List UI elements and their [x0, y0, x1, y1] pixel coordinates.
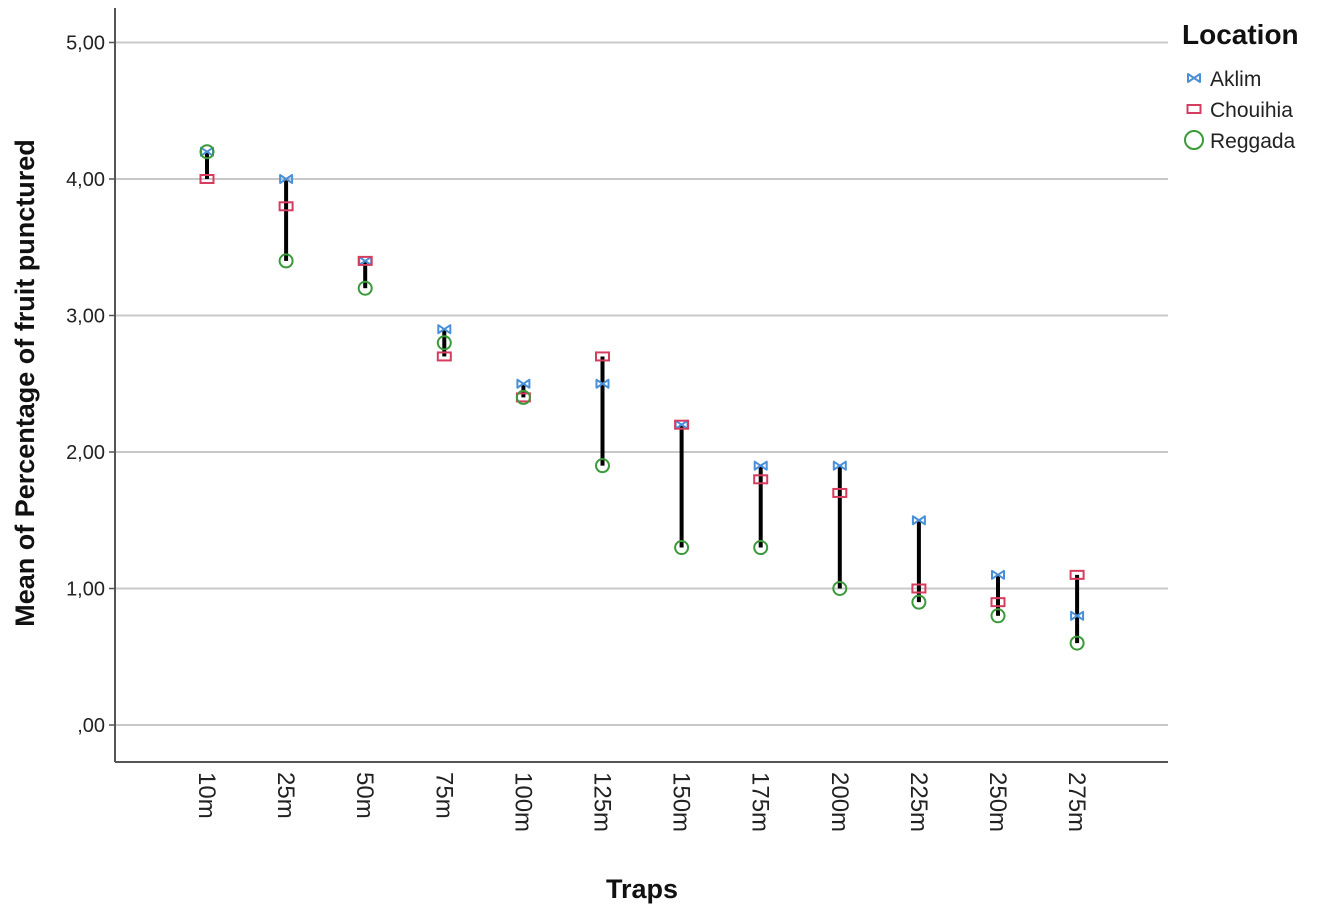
marker-chouihia — [674, 419, 690, 430]
marker-aklim — [753, 460, 768, 471]
legend-title: Location — [1182, 19, 1299, 50]
y-tick-label: 5,00 — [66, 33, 105, 55]
x-tick-label: 150m — [668, 772, 695, 832]
data-markers — [199, 144, 1085, 651]
marker-aklim — [516, 378, 531, 389]
x-tick-label: 75m — [430, 772, 457, 819]
marker-chouihia — [278, 201, 294, 212]
x-tick-label: 225m — [905, 772, 932, 832]
marker-aklim — [911, 515, 926, 526]
x-axis-title: Traps — [606, 874, 678, 904]
y-tick-label: 4,00 — [66, 169, 105, 191]
marker-chouihia — [436, 351, 452, 362]
marker-aklim — [1070, 610, 1085, 621]
legend-label-chouihia: Chouihia — [1210, 99, 1293, 122]
marker-aklim — [832, 460, 847, 471]
marker-reggada — [990, 608, 1006, 624]
y-tick-label: 2,00 — [66, 442, 105, 464]
x-tick-label: 50m — [351, 772, 378, 819]
x-tick-labels: 10m 25m 50m 75m 100m 125m 150m 175m 200m 225m 250m… — [193, 772, 1090, 832]
marker-aklim — [595, 378, 610, 389]
legend-icon-aklim — [1187, 73, 1201, 83]
marker-reggada — [753, 540, 769, 556]
y-axis-title: Mean of Percentage of fruit punctured — [10, 139, 40, 627]
grid-lines — [115, 41, 1168, 726]
marker-chouihia — [911, 583, 927, 594]
x-tick-label: 200m — [826, 772, 853, 832]
marker-chouihia — [753, 474, 769, 485]
legend-label-reggada: Reggada — [1210, 130, 1296, 153]
marker-chouihia — [832, 487, 848, 498]
x-tick-label: 175m — [747, 772, 774, 832]
marker-reggada — [436, 335, 452, 351]
marker-reggada — [674, 540, 690, 556]
marker-reggada — [1069, 635, 1085, 651]
legend-icon-reggada — [1184, 130, 1204, 150]
marker-reggada — [832, 581, 848, 596]
marker-chouihia — [199, 174, 215, 184]
marker-chouihia — [357, 255, 373, 266]
marker-aklim — [437, 324, 452, 335]
y-tick-labels: ,00 1,00 2,00 3,00 4,00 5,00 — [66, 33, 115, 737]
x-tick-label: 100m — [509, 772, 536, 832]
y-tick-label: 1,00 — [66, 579, 105, 601]
x-tick-label: 10m — [193, 772, 220, 819]
y-tick-label: ,00 — [77, 715, 105, 737]
marker-chouihia — [1069, 569, 1085, 580]
marker-reggada — [357, 280, 373, 296]
marker-chouihia — [595, 351, 610, 362]
marker-reggada — [278, 253, 294, 269]
marker-aklim — [991, 569, 1005, 580]
legend-items: Aklim Chouihia Reggada — [1184, 68, 1296, 153]
legend: Location Aklim Chouihia Reggada — [1182, 19, 1299, 153]
legend-icon-chouihia — [1186, 104, 1202, 114]
marker-reggada — [911, 594, 927, 610]
x-tick-label: 250m — [984, 772, 1011, 832]
marker-reggada — [515, 389, 531, 405]
droplines — [205, 151, 1080, 644]
legend-label-aklim: Aklim — [1210, 68, 1261, 91]
marker-reggada — [595, 458, 610, 474]
marker-reggada — [199, 144, 215, 160]
marker-aklim — [279, 174, 294, 184]
marker-chouihia — [990, 597, 1006, 608]
x-tick-label: 275m — [1063, 772, 1090, 832]
y-tick-label: 3,00 — [66, 306, 105, 328]
x-tick-label: 125m — [589, 772, 616, 832]
x-tick-label: 25m — [272, 772, 299, 819]
